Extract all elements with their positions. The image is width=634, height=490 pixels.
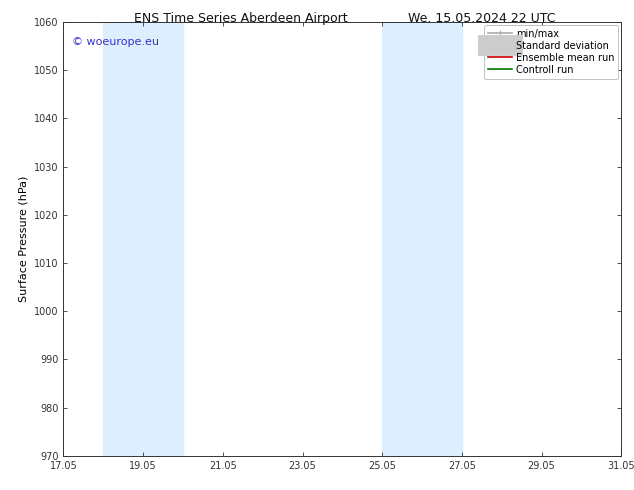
Text: We. 15.05.2024 22 UTC: We. 15.05.2024 22 UTC — [408, 12, 555, 25]
Text: © woeurope.eu: © woeurope.eu — [72, 37, 158, 47]
Bar — [103, 22, 183, 456]
Y-axis label: Surface Pressure (hPa): Surface Pressure (hPa) — [18, 176, 29, 302]
Legend: min/max, Standard deviation, Ensemble mean run, Controll run: min/max, Standard deviation, Ensemble me… — [484, 25, 618, 78]
Text: ENS Time Series Aberdeen Airport: ENS Time Series Aberdeen Airport — [134, 12, 347, 25]
Bar — [382, 22, 462, 456]
